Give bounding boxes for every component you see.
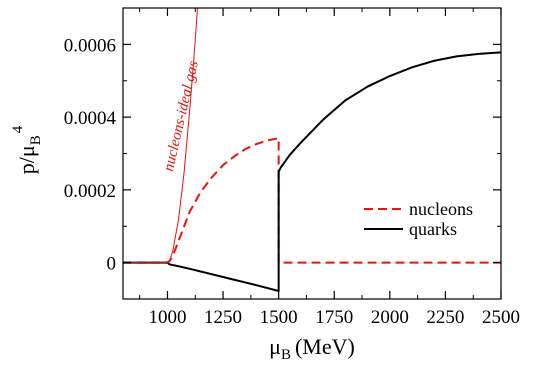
x-tick-label: 1750 <box>315 307 353 328</box>
x-tick-label: 1000 <box>148 307 186 328</box>
y-tick-label: 0.0006 <box>64 35 116 56</box>
legend: nucleons quarks <box>364 199 473 239</box>
series-line-quarks <box>123 51 501 292</box>
plot-area: 1000 1250 1500 1750 2000 2250 2500 0 0.0002 0.00… <box>64 7 520 328</box>
y-axis-label-sup: 4 <box>10 125 26 133</box>
legend-label-quarks: quarks <box>409 219 457 239</box>
x-tick-label: 1250 <box>204 307 242 328</box>
y-tick-label: 0.0004 <box>64 108 117 129</box>
x-axis-label: μB (MeV) <box>269 334 355 363</box>
x-tick-label: 2000 <box>371 307 409 328</box>
x-tick-label: 2500 <box>482 307 520 328</box>
series-layer <box>123 8 501 292</box>
y-axis-label: p/μB4 <box>10 125 44 174</box>
y-axis-label-sub: B <box>28 135 44 145</box>
annotation-nucleons-ideal-gas: nucleons-ideal gas <box>161 59 202 173</box>
legend-label-nucleons: nucleons <box>409 199 473 219</box>
y-tick-label: 0.0002 <box>64 181 116 202</box>
x-tick-label: 1500 <box>260 307 298 328</box>
x-axis-label-sub: B <box>281 347 291 363</box>
series-line-nucleons-ideal-gas <box>123 8 198 264</box>
x-tick-label: 2250 <box>426 307 464 328</box>
y-axis-ticks: 0 0.0002 0.0004 0.0006 <box>64 7 501 300</box>
x-axis-ticks: 1000 1250 1500 1750 2000 2250 2500 <box>139 8 520 328</box>
series-line-nucleons <box>123 137 501 264</box>
y-tick-label: 0 <box>107 254 117 275</box>
x-axis-label-unit: (MeV) <box>295 334 355 359</box>
